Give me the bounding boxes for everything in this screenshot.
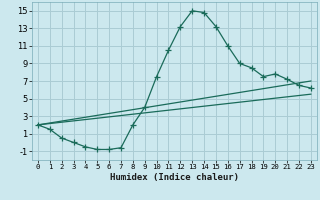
X-axis label: Humidex (Indice chaleur): Humidex (Indice chaleur) (110, 173, 239, 182)
